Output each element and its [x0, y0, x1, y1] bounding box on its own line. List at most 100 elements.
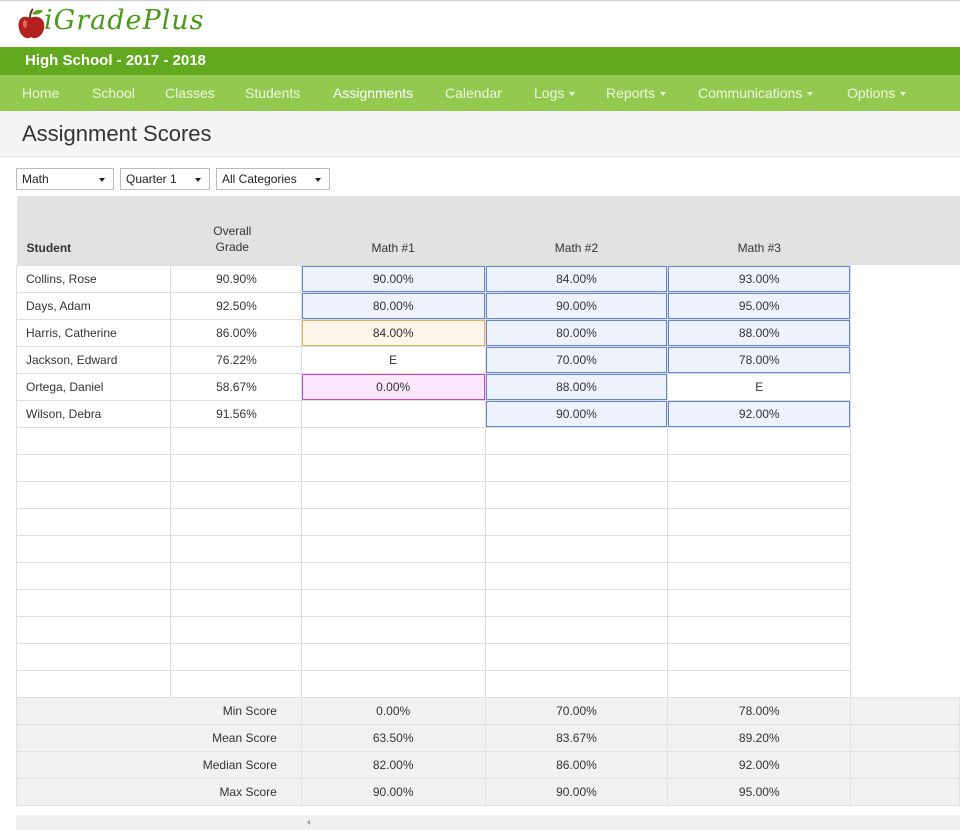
nav-label: Home	[22, 85, 60, 101]
dropdown-caret	[900, 92, 907, 97]
nav-item[interactable]: Communications	[698, 75, 814, 111]
score-cell[interactable]: 95.00%	[667, 291, 852, 320]
dropdown-caret	[660, 92, 667, 97]
summary-blank	[16, 777, 171, 806]
score-cell[interactable]: 88.00%	[484, 372, 669, 401]
empty-row	[16, 507, 960, 536]
column-header: Student	[16, 196, 171, 265]
score-value: 80.00%	[301, 292, 485, 319]
score-cell[interactable]	[300, 399, 486, 428]
score-cell[interactable]: 80.00%	[300, 291, 486, 320]
score-value: E	[389, 352, 398, 367]
row-filler	[850, 723, 960, 752]
row-filler	[851, 265, 960, 292]
empty-cell	[16, 507, 171, 536]
row-filler	[851, 508, 960, 535]
summary-row: Median Score 82.00% 86.00% 92.00%	[16, 750, 960, 779]
category-select[interactable]: All Categories	[216, 168, 330, 190]
empty-cell	[667, 453, 852, 482]
summary-value: 83.67%	[484, 723, 669, 752]
dropdown-caret	[569, 92, 576, 97]
nav-item[interactable]: Classes	[165, 75, 215, 111]
nav-item[interactable]: Logs	[534, 75, 576, 111]
score-value: 0.00%	[301, 373, 485, 400]
score-value: 92.00%	[668, 400, 851, 427]
select-value: Quarter 1	[126, 172, 177, 186]
overall-grade: 91.56%	[169, 399, 302, 428]
empty-cell	[16, 588, 171, 617]
score-cell[interactable]: 80.00%	[484, 318, 669, 347]
school-bar: High School - 2017 - 2018	[0, 47, 960, 75]
score-value: 78.00%	[668, 346, 851, 373]
nav-item[interactable]: Reports	[606, 75, 667, 111]
empty-cell	[667, 426, 852, 455]
summary-blank	[16, 723, 171, 752]
nav-item[interactable]: Calendar	[445, 75, 502, 111]
summary-value: 0.00%	[300, 696, 486, 725]
score-cell[interactable]: 84.00%	[484, 264, 669, 293]
score-value: 88.00%	[485, 373, 668, 400]
empty-cell	[169, 480, 302, 509]
nav-item[interactable]: School	[92, 75, 135, 111]
empty-row	[16, 669, 960, 698]
empty-cell	[484, 534, 669, 563]
empty-cell	[300, 534, 486, 563]
term-select[interactable]: Quarter 1	[120, 168, 210, 190]
nav-item[interactable]: Students	[245, 75, 300, 111]
scroll-arrow[interactable]	[304, 815, 314, 830]
empty-cell	[300, 426, 486, 455]
summary-blank	[16, 750, 171, 779]
score-value: 80.00%	[485, 319, 668, 346]
empty-row	[16, 480, 960, 509]
score-cell[interactable]: 90.00%	[300, 264, 486, 293]
empty-row	[16, 453, 960, 482]
score-cell[interactable]: 88.00%	[667, 318, 852, 347]
student-row: Wilson, Debra 91.56% 90.00% 92.00%	[16, 399, 960, 428]
header-row: Student Overall Grade Math #1 Math #2 Ma…	[16, 196, 960, 265]
empty-cell	[300, 480, 486, 509]
score-cell[interactable]: E	[300, 345, 486, 374]
score-cell[interactable]: 0.00%	[300, 372, 486, 401]
nav-item[interactable]: Options	[847, 75, 907, 111]
empty-cell	[484, 615, 669, 644]
empty-cell	[484, 480, 669, 509]
empty-cell	[484, 561, 669, 590]
score-cell[interactable]: 90.00%	[484, 291, 669, 320]
scrollbar[interactable]	[16, 815, 960, 830]
nav-item[interactable]: Home	[22, 75, 59, 111]
empty-cell	[169, 426, 302, 455]
empty-row	[16, 561, 960, 590]
score-value	[302, 401, 485, 427]
empty-cell	[16, 426, 171, 455]
score-cell[interactable]: 90.00%	[484, 399, 669, 428]
row-filler	[851, 400, 960, 427]
score-cell[interactable]: E	[667, 372, 852, 401]
score-value: 90.00%	[485, 292, 668, 319]
logo[interactable]: iGradePlus	[44, 5, 205, 36]
nav-item[interactable]: Assignments	[333, 75, 413, 111]
score-cell[interactable]: 84.00%	[300, 318, 486, 347]
overall-grade: 92.50%	[169, 291, 302, 320]
student-name: Wilson, Debra	[16, 399, 171, 428]
score-cell[interactable]: 92.00%	[667, 399, 852, 428]
title-bar: Assignment Scores	[0, 111, 960, 157]
empty-cell	[300, 642, 486, 671]
column-header[interactable]: Math #2	[485, 196, 668, 265]
score-value: 90.00%	[301, 265, 485, 292]
column-header[interactable]: Math #3	[667, 196, 851, 265]
empty-cell	[667, 534, 852, 563]
summary-value: 90.00%	[484, 777, 669, 806]
nav-label: Communications	[698, 85, 803, 101]
row-filler	[851, 319, 960, 346]
score-cell[interactable]: 93.00%	[667, 264, 852, 293]
score-cell[interactable]: 78.00%	[667, 345, 852, 374]
student-row: Harris, Catherine 86.00% 84.00% 80.00% 88.00…	[16, 318, 960, 347]
subject-select[interactable]: Math	[16, 168, 114, 190]
row-filler	[851, 427, 960, 454]
column-header[interactable]: Math #1	[301, 196, 486, 265]
summary-value: 78.00%	[667, 696, 852, 725]
score-value: E	[755, 379, 764, 394]
score-cell[interactable]: 70.00%	[484, 345, 669, 374]
empty-cell	[16, 561, 171, 590]
summary-value: 95.00%	[667, 777, 852, 806]
